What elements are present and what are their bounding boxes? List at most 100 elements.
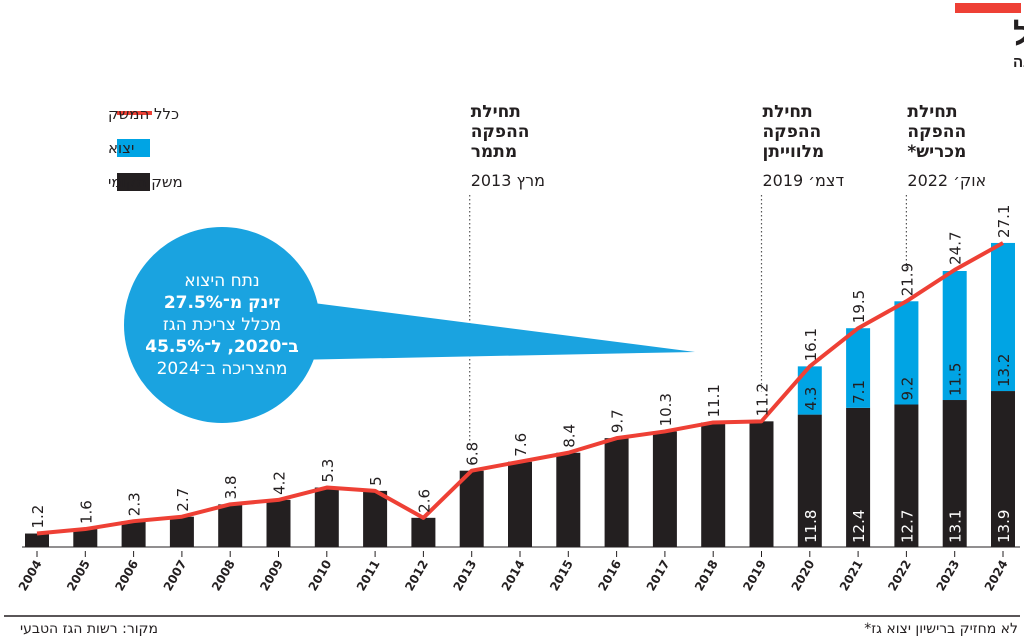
year-label: 2022 — [885, 558, 914, 594]
bar-export-2023 — [942, 270, 967, 401]
bar-export-2021 — [846, 328, 871, 408]
bar-domestic-2013 — [459, 470, 484, 547]
total-value-label: 5 — [367, 476, 385, 486]
bar-domestic-2021 — [846, 407, 871, 547]
annotation-heading: תחילת — [763, 102, 813, 122]
total-value-label: 6.8 — [464, 442, 482, 466]
total-value-label: 10.3 — [657, 393, 675, 426]
bar-domestic-2004 — [25, 533, 49, 547]
total-value-label: 2.3 — [126, 492, 144, 516]
total-value-label: 9.7 — [609, 409, 627, 433]
bar-domestic-2016 — [604, 438, 629, 547]
bubble-circle — [124, 227, 320, 423]
domestic-value-label: 11.8 — [802, 510, 820, 543]
year-label: 2015 — [547, 558, 576, 594]
total-value-label: 8.4 — [560, 424, 578, 448]
total-value-label: 3.8 — [222, 476, 240, 500]
bar-domestic-2011 — [363, 490, 388, 547]
year-label: 2019 — [740, 558, 769, 594]
year-label: 2012 — [402, 558, 431, 594]
bar-domestic-2009 — [266, 499, 291, 547]
annotation-heading: ההפקה — [471, 122, 530, 142]
bar-domestic-2022 — [894, 404, 919, 547]
annotation-heading: מתמר — [471, 142, 517, 162]
annotation-heading: מלווייתן — [763, 142, 825, 162]
annotation-heading: תחילת — [471, 102, 521, 122]
year-label: 2009 — [257, 558, 286, 594]
footnote: *לא מחזיק ברישיון יצוא גז — [864, 621, 1018, 637]
legend-export-swatch — [117, 139, 150, 157]
legend: כלל המשק יצוא משק מקומי — [108, 105, 183, 191]
bubble-pointer — [290, 300, 695, 360]
export-value-label: 7.1 — [850, 380, 868, 404]
bar-domestic-2005 — [73, 529, 98, 547]
accent-bar — [955, 3, 1021, 13]
year-label: 2018 — [692, 558, 721, 594]
year-label: 2023 — [933, 558, 962, 594]
annotation-date: אוק׳ 2022 — [907, 171, 986, 190]
legend-label-export: יצוא — [108, 139, 134, 157]
bar-domestic-2015 — [556, 452, 581, 547]
total-value-label: 21.9 — [898, 263, 916, 296]
bubble-text-line: זינק מ־27.5% — [164, 293, 280, 313]
bar-domestic-2018 — [701, 422, 726, 547]
bar-domestic-2019 — [749, 421, 774, 547]
total-value-label: 24.7 — [947, 231, 965, 264]
year-label: 2006 — [112, 558, 141, 594]
year-label: 2005 — [64, 558, 93, 594]
total-value-label: 11.2 — [754, 383, 772, 416]
year-label: 2021 — [837, 558, 866, 594]
year-label: 2007 — [161, 558, 190, 594]
bar-domestic-2024 — [991, 391, 1015, 547]
bar-export-2024 — [991, 242, 1015, 392]
year-label: 2014 — [499, 558, 528, 594]
bar-domestic-2023 — [942, 400, 967, 547]
total-value-label: 27.1 — [995, 205, 1013, 238]
legend-domestic-swatch — [117, 173, 150, 191]
export-value-label: 4.3 — [802, 387, 820, 411]
bar-domestic-2007 — [169, 516, 194, 547]
domestic-value-label: 12.7 — [898, 510, 916, 543]
annotation-heading: ההפקה — [907, 122, 966, 142]
total-value-label: 4.2 — [271, 471, 289, 495]
bar-domestic-2017 — [652, 431, 677, 547]
bar-domestic-2020 — [797, 414, 822, 547]
export-value-label: 11.5 — [947, 363, 965, 396]
total-value-label: 1.6 — [77, 500, 95, 524]
export-value-label: 9.2 — [898, 377, 916, 401]
domestic-value-label: 13.9 — [995, 510, 1013, 543]
bubble-text-line: ב־2020, ל־45.5% — [145, 337, 298, 357]
year-label: 2020 — [789, 558, 818, 594]
total-line — [36, 241, 1004, 536]
total-value-label: 5.3 — [319, 459, 337, 483]
legend-label-domestic: משק מקומי — [108, 173, 183, 191]
year-label: 2004 — [16, 558, 45, 594]
domestic-value-label: 12.4 — [850, 510, 868, 543]
legend-label-total: כלל המשק — [108, 105, 179, 123]
annotation-heading: תחילת — [907, 102, 957, 122]
annotation-date: מרץ 2013 — [471, 171, 545, 190]
total-value-label: 19.5 — [850, 290, 868, 323]
year-label: 2024 — [982, 558, 1011, 594]
domestic-value-label: 13.1 — [947, 510, 965, 543]
bar-domestic-2008 — [218, 504, 243, 547]
bar-domestic-2010 — [314, 487, 339, 547]
annotation-heading: מכריש* — [907, 142, 966, 162]
annotation-date: דצמ׳ 2019 — [763, 171, 845, 190]
bar-export-2022 — [894, 301, 919, 405]
bar-domestic-2014 — [508, 461, 532, 547]
bar-domestic-2006 — [121, 521, 146, 547]
year-label: 2016 — [595, 558, 624, 594]
total-value-label: 2.6 — [415, 489, 433, 513]
year-label: 2013 — [450, 558, 479, 594]
total-value-label: 16.1 — [802, 328, 820, 361]
year-label: 2011 — [354, 558, 383, 594]
bar-domestic-2012 — [411, 517, 436, 547]
bubble-text-line: מכלל צריכת הגז — [163, 315, 281, 335]
export-value-label: 13.2 — [995, 354, 1013, 387]
